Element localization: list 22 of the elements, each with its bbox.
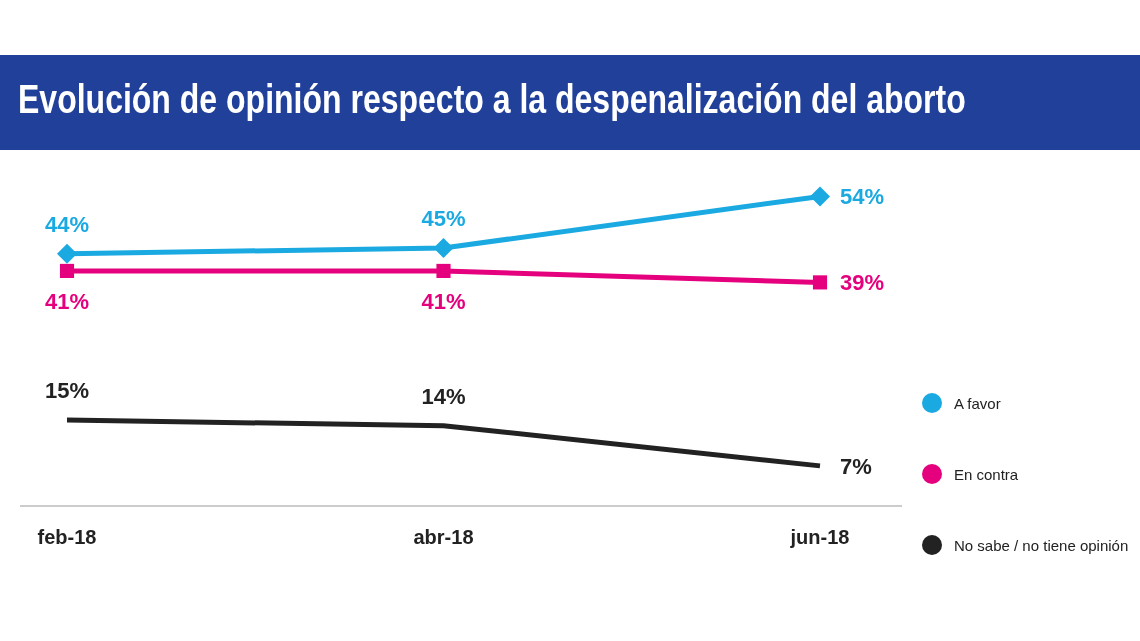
chart-title: Evolución de opinión respecto a la despenalización del aborto bbox=[18, 77, 966, 122]
data-label: 15% bbox=[44, 378, 90, 404]
data-label: 14% bbox=[421, 383, 466, 409]
point bbox=[57, 243, 77, 264]
legend-label: No sabe / no tiene opinión bbox=[954, 536, 1129, 554]
data-label: 41% bbox=[421, 289, 466, 314]
data-label: 45% bbox=[421, 206, 466, 232]
data-label: 7% bbox=[840, 453, 872, 479]
point bbox=[59, 263, 75, 278]
data-label: 41% bbox=[44, 289, 90, 314]
x-tick-label: abr-18 bbox=[413, 525, 474, 548]
point bbox=[810, 186, 830, 207]
data-label: 39% bbox=[840, 270, 885, 296]
legend-label: En contra bbox=[954, 465, 1019, 483]
point bbox=[433, 238, 454, 258]
point bbox=[436, 263, 451, 278]
legend-label: A favor bbox=[954, 394, 1001, 412]
data-label: 54% bbox=[840, 184, 885, 210]
point bbox=[812, 275, 828, 290]
x-tick-label: jun-18 bbox=[789, 525, 850, 548]
x-tick-label: feb-18 bbox=[37, 525, 97, 548]
data-label: 44% bbox=[44, 211, 90, 237]
